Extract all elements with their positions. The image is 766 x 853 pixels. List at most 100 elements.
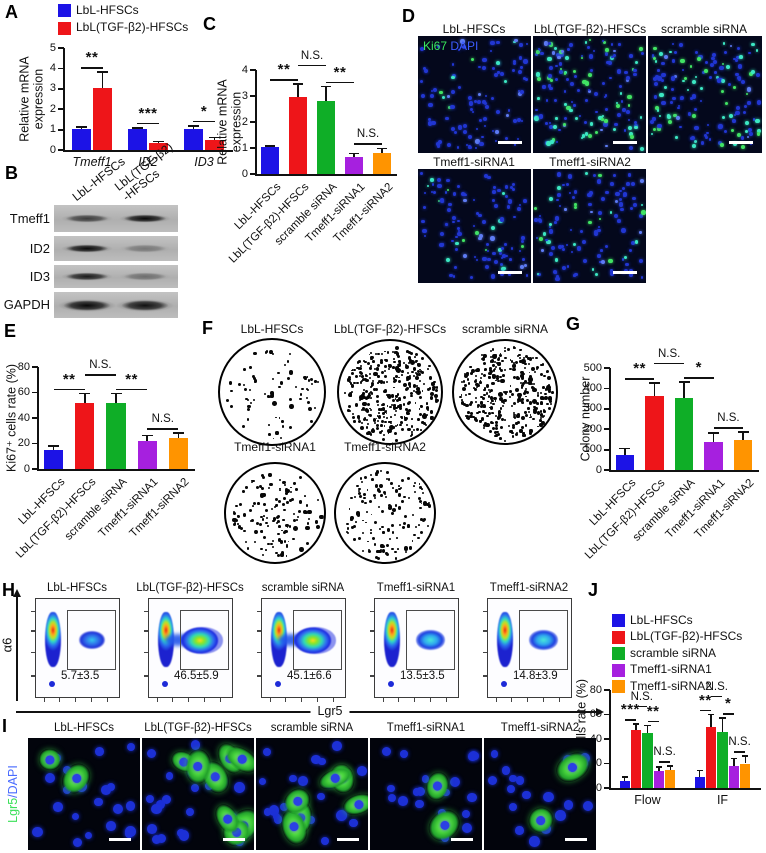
- scale-bar: [223, 838, 245, 841]
- colony-dot: [269, 350, 274, 355]
- colony-dot: [504, 349, 506, 352]
- colony-dot: [285, 545, 289, 548]
- flow-gate-value: 46.5±5.9: [174, 670, 219, 682]
- colony-dot: [465, 403, 469, 408]
- sig-label: N.S.: [728, 736, 751, 749]
- blot-strip: [54, 292, 178, 318]
- image-title: Tmeff1-siRNA2: [500, 722, 580, 734]
- cell-dot: [595, 110, 598, 114]
- colony-dot: [269, 482, 273, 486]
- colony-dot: [357, 360, 361, 363]
- colony-dot: [392, 377, 395, 380]
- cell-dot: [709, 76, 712, 80]
- cell-dot: [483, 116, 488, 121]
- blot-band: [116, 298, 174, 312]
- cell-dot: [567, 174, 573, 179]
- cell-dot: [747, 101, 751, 105]
- error-cap: [172, 432, 184, 434]
- colony-dot: [261, 518, 265, 521]
- colony-dot: [480, 417, 485, 421]
- y-tick: [31, 651, 35, 654]
- y-tick: [483, 675, 487, 677]
- nucleus-dot: [146, 824, 157, 835]
- colony-dot: [487, 395, 491, 399]
- cell-dot: [546, 240, 551, 245]
- sig-label: **: [125, 370, 138, 388]
- cell-dot: [628, 248, 632, 253]
- cell-dot: [634, 240, 639, 244]
- error-cap: [292, 83, 304, 85]
- colony-dot: [514, 361, 518, 365]
- colony-dot: [253, 352, 257, 356]
- colony-dot: [540, 421, 545, 425]
- colony-dot: [382, 416, 385, 419]
- colony-dot: [253, 501, 257, 505]
- nucleus-dot: [397, 796, 408, 806]
- colony-dot: [525, 390, 529, 394]
- colony-dot: [410, 394, 413, 398]
- colony-dot: [503, 369, 506, 372]
- cell-dot: [436, 144, 441, 148]
- cell-dot: [566, 264, 570, 268]
- cell-dot: [601, 81, 605, 85]
- colony-dot: [479, 404, 483, 408]
- colony-dot: [271, 401, 277, 407]
- scale-bar: [109, 838, 131, 841]
- cell-dot: [520, 90, 525, 95]
- cell-dot: [615, 191, 620, 197]
- bar: [345, 157, 363, 174]
- nucleus-dot: [107, 783, 116, 792]
- nucleus-dot: [45, 772, 56, 784]
- colony-dot: [413, 482, 416, 485]
- sig-label: *: [725, 695, 732, 713]
- colony-dot: [386, 471, 389, 474]
- colony-dot: [413, 491, 416, 494]
- colony-dot: [412, 384, 417, 388]
- colony-dot: [388, 405, 392, 409]
- cell-dot: [585, 99, 588, 103]
- panel-J-chart: 020406080Positive cells rate (%)***N.S.*…: [574, 578, 766, 853]
- cell-dot: [504, 194, 508, 198]
- cell-dot: [502, 253, 507, 258]
- colony-dot: [260, 530, 264, 533]
- cell-dot: [549, 42, 554, 47]
- colony-dot: [419, 395, 423, 399]
- colony-dot: [535, 365, 540, 369]
- colony-dot: [379, 483, 384, 488]
- colony-dot: [353, 420, 356, 423]
- colony-dot: [546, 385, 551, 390]
- colony-dot: [465, 414, 468, 417]
- colony-dot: [261, 554, 265, 557]
- cell-dot: [464, 193, 467, 196]
- cell-dot: [445, 116, 449, 120]
- colony-dot: [387, 478, 391, 481]
- colony-dot: [304, 377, 307, 380]
- colony-dot: [494, 400, 497, 403]
- colony-dot: [515, 387, 520, 392]
- cell-dot: [632, 196, 636, 201]
- cell-dot: [614, 122, 618, 127]
- colony-dot: [522, 372, 525, 376]
- colony-dot: [355, 374, 359, 379]
- colony-dot: [376, 420, 379, 423]
- cell-dot: [611, 55, 614, 58]
- flow-y-axis-label: α6: [0, 637, 15, 653]
- y-tick-label: 0: [49, 143, 56, 156]
- colony-dot: [348, 377, 352, 381]
- flow-satellite-dot: [162, 681, 168, 687]
- colony-dot: [270, 507, 274, 511]
- x-tick: [219, 698, 221, 702]
- colony-dot: [412, 389, 416, 393]
- colony-dot: [539, 413, 544, 417]
- category-label: ID2: [138, 155, 158, 169]
- colony-dot: [272, 519, 275, 522]
- nucleus-dot: [332, 740, 342, 751]
- colony-dot: [408, 361, 411, 364]
- colony-dot: [289, 398, 293, 402]
- colony-dot: [362, 391, 365, 395]
- colony-dot: [425, 406, 429, 410]
- error-bar: [136, 127, 139, 130]
- colony-dot: [381, 544, 385, 548]
- colony-dot: [521, 359, 524, 363]
- colony-dot: [307, 522, 310, 525]
